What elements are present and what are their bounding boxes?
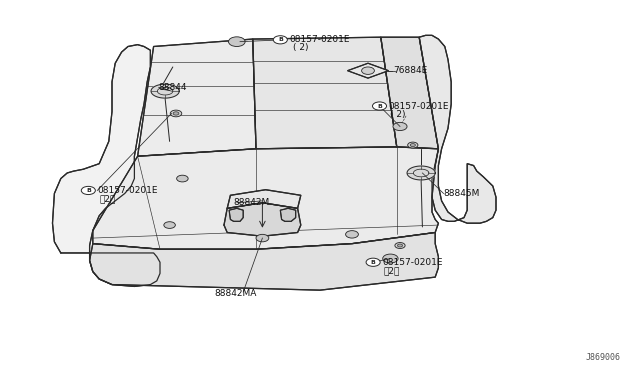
Polygon shape xyxy=(138,39,256,156)
Polygon shape xyxy=(151,84,179,98)
Polygon shape xyxy=(52,45,160,286)
Polygon shape xyxy=(253,37,397,149)
Polygon shape xyxy=(407,166,435,180)
Circle shape xyxy=(256,234,269,242)
Circle shape xyxy=(177,175,188,182)
Polygon shape xyxy=(224,203,301,236)
Text: B: B xyxy=(371,260,376,265)
Circle shape xyxy=(362,67,374,74)
Circle shape xyxy=(273,36,287,44)
Text: （2）: （2） xyxy=(99,194,116,203)
Text: （2）: （2） xyxy=(384,266,401,275)
Polygon shape xyxy=(280,208,296,221)
Circle shape xyxy=(395,243,405,248)
Text: ( 2): ( 2) xyxy=(293,43,308,52)
Text: 88845M: 88845M xyxy=(444,189,480,198)
Circle shape xyxy=(346,231,358,238)
Circle shape xyxy=(173,112,179,115)
Circle shape xyxy=(383,254,398,263)
Polygon shape xyxy=(419,35,496,223)
Text: 88842MA: 88842MA xyxy=(214,289,257,298)
Text: 76884E: 76884E xyxy=(394,66,428,75)
Text: 08157-0201E: 08157-0201E xyxy=(289,35,350,44)
Circle shape xyxy=(393,122,407,131)
Polygon shape xyxy=(227,190,301,208)
Text: ( 2): ( 2) xyxy=(390,110,406,119)
Text: 08157-0201E: 08157-0201E xyxy=(382,258,443,267)
Text: J869006: J869006 xyxy=(586,353,621,362)
Polygon shape xyxy=(348,63,388,78)
Text: 08157-0201E: 08157-0201E xyxy=(388,102,449,110)
Circle shape xyxy=(81,186,95,195)
Text: 88842M: 88842M xyxy=(234,198,270,207)
Circle shape xyxy=(228,37,245,46)
Text: B: B xyxy=(377,103,382,109)
Polygon shape xyxy=(90,232,438,290)
Circle shape xyxy=(366,258,380,266)
Circle shape xyxy=(164,222,175,228)
Text: 08157-0201E: 08157-0201E xyxy=(97,186,158,195)
Circle shape xyxy=(372,102,387,110)
Polygon shape xyxy=(229,208,243,221)
Circle shape xyxy=(410,144,415,147)
Polygon shape xyxy=(381,37,438,149)
Text: 88844: 88844 xyxy=(159,83,188,92)
Circle shape xyxy=(408,142,418,148)
Circle shape xyxy=(170,110,182,117)
Circle shape xyxy=(397,244,403,247)
Text: B: B xyxy=(278,37,283,42)
Text: B: B xyxy=(86,188,91,193)
Polygon shape xyxy=(93,147,438,249)
